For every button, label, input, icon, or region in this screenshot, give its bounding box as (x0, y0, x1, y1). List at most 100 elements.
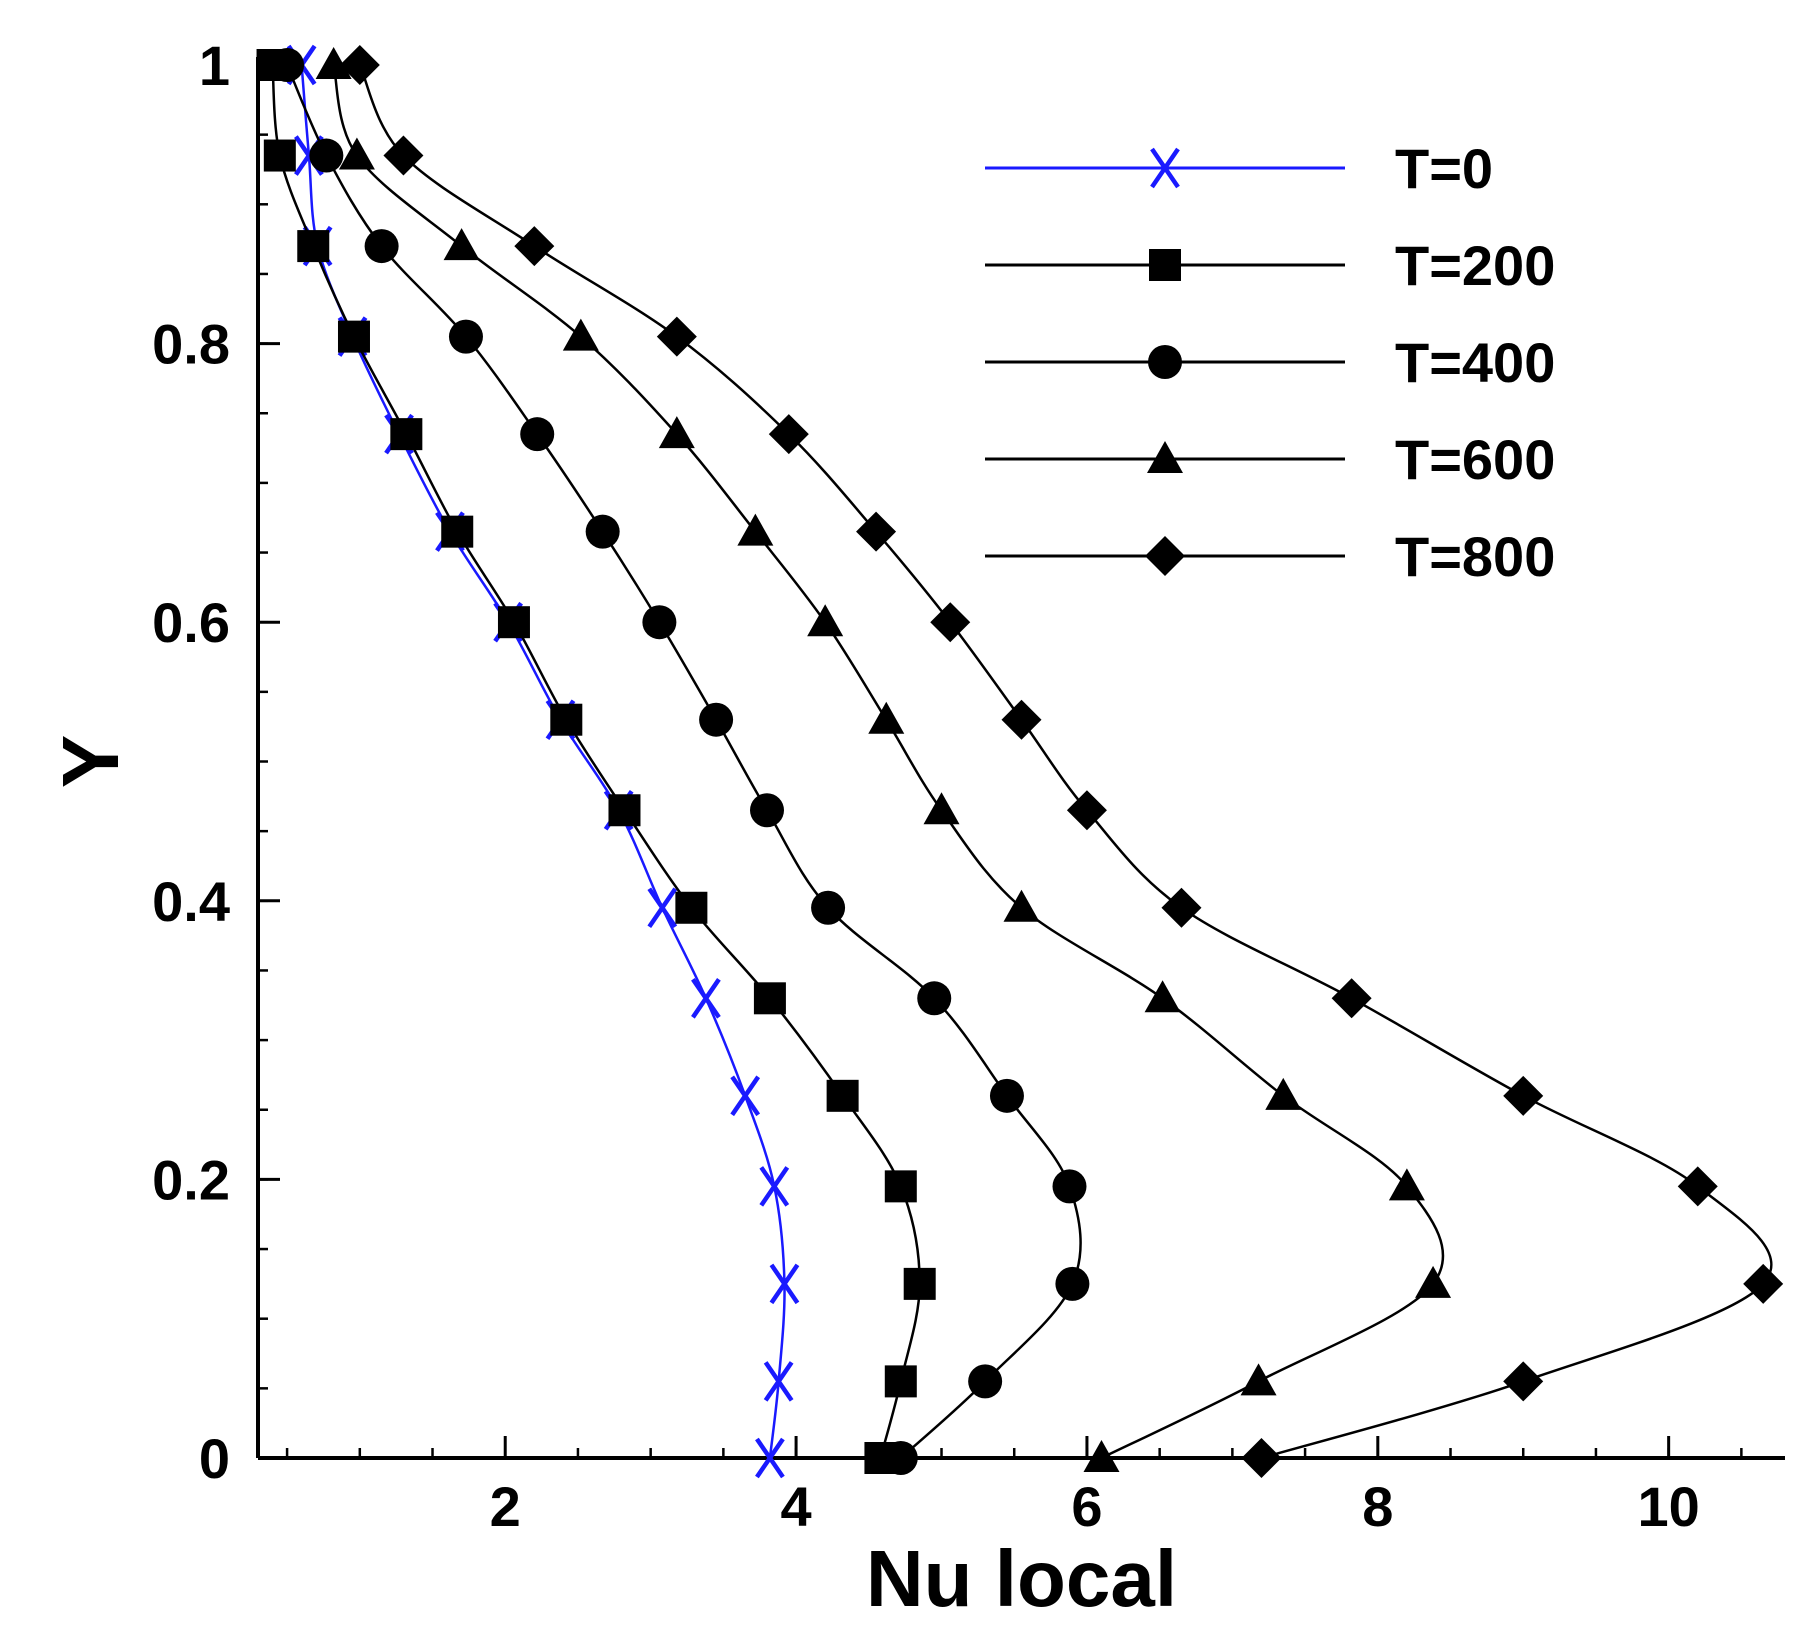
data-point-t-200 (826, 1079, 859, 1112)
data-point-t-800 (656, 316, 697, 357)
data-point-t-600 (1003, 889, 1040, 922)
data-point-t-600 (562, 318, 599, 351)
data-point-t-600 (443, 228, 480, 261)
data-point-t-200 (337, 320, 370, 353)
data-point-t-800 (856, 511, 897, 552)
series-t-400 (270, 48, 1090, 1475)
data-point-t-600 (658, 416, 695, 449)
data-point-t-0 (730, 1075, 761, 1117)
data-point-t-400 (917, 981, 952, 1016)
legend-entry-t-200: T=200 (985, 234, 1555, 297)
data-point-t-600 (1083, 1440, 1120, 1472)
data-point-t-200 (263, 139, 296, 172)
y-axis-title: Y (46, 735, 135, 788)
x-tick-label: 8 (1362, 1475, 1393, 1538)
data-point-t-400 (585, 514, 620, 549)
series-line-t-600 (332, 64, 1445, 1460)
data-point-t-400 (883, 1441, 918, 1475)
legend: T=0 T=200 T=400 T=600 T=800 (985, 137, 1555, 588)
legend-label: T=800 (1395, 525, 1555, 588)
data-point-t-0 (647, 887, 678, 929)
data-point-t-200 (497, 606, 530, 639)
data-point-t-600 (315, 47, 352, 79)
data-point-t-200 (884, 1170, 917, 1203)
data-point-t-600 (868, 701, 905, 734)
data-point-t-800 (1503, 1361, 1544, 1402)
data-point-t-600 (1415, 1265, 1452, 1298)
legend-label: T=0 (1395, 137, 1493, 200)
series-line-t-200 (271, 64, 921, 1459)
series-line-t-800 (358, 64, 1773, 1460)
data-point-t-800 (768, 414, 809, 455)
data-point-t-400 (642, 605, 677, 640)
axes: 2 4 6 8 10 0 0.2 0.4 0.6 0.8 1 (152, 34, 1785, 1538)
legend-entry-t-800: T=800 (985, 525, 1555, 588)
x-axis-title: Nu local (866, 1534, 1177, 1623)
data-point-t-600 (1388, 1168, 1425, 1201)
legend-label: T=200 (1395, 234, 1555, 297)
legend-label: T=400 (1395, 331, 1555, 394)
series-line-t-0 (300, 64, 786, 1459)
data-point-t-0 (759, 1166, 790, 1207)
data-point-t-600 (1144, 980, 1181, 1013)
data-point-t-400 (520, 417, 555, 452)
series-t-200 (256, 49, 936, 1474)
data-point-t-600 (807, 604, 844, 637)
data-point-t-200 (675, 891, 708, 924)
legend-marker (1149, 249, 1181, 281)
y-tick-label: 0.8 (152, 313, 230, 376)
plot-area (256, 44, 1784, 1479)
data-point-t-800 (1503, 1075, 1544, 1116)
x-tick-label: 10 (1638, 1475, 1700, 1538)
data-point-t-200 (297, 230, 330, 263)
y-tick-label: 0 (199, 1427, 230, 1490)
data-point-t-800 (1241, 1438, 1282, 1478)
data-point-t-800 (930, 602, 971, 643)
series-t-600 (315, 47, 1452, 1472)
data-point-t-800 (1331, 978, 1372, 1019)
legend-entry-t-600: T=600 (985, 428, 1555, 491)
data-point-t-0 (755, 1437, 785, 1479)
data-point-t-400 (1055, 1266, 1090, 1301)
y-tick-label: 0.4 (152, 870, 230, 933)
data-point-t-0 (769, 1263, 800, 1305)
data-point-t-400 (364, 229, 399, 264)
data-point-t-800 (1161, 887, 1202, 928)
data-point-t-800 (339, 45, 380, 85)
data-point-t-400 (448, 319, 483, 354)
data-point-t-400 (309, 138, 344, 173)
data-point-t-800 (514, 226, 555, 267)
data-point-t-600 (1240, 1363, 1277, 1396)
data-point-t-400 (811, 890, 846, 925)
legend-marker (1147, 441, 1183, 473)
data-point-t-400 (270, 48, 305, 82)
data-point-t-600 (737, 513, 774, 546)
data-point-t-400 (699, 702, 734, 737)
legend-marker (1150, 147, 1180, 189)
legend-entry-t-0: T=0 (985, 137, 1493, 200)
data-point-t-800 (1066, 790, 1107, 831)
data-point-t-400 (968, 1364, 1003, 1399)
series-t-800 (339, 45, 1784, 1478)
data-point-t-800 (383, 135, 424, 176)
data-point-t-200 (550, 703, 583, 736)
legend-marker (1145, 536, 1185, 576)
data-point-t-200 (903, 1267, 936, 1300)
data-point-t-600 (1265, 1077, 1302, 1110)
y-tick-label: 1 (199, 34, 230, 97)
y-tick-label: 0.6 (152, 591, 230, 654)
series-t-0 (286, 44, 800, 1479)
data-point-t-0 (691, 978, 721, 1019)
data-point-t-200 (441, 515, 474, 548)
series-line-t-400 (285, 64, 1082, 1459)
data-point-t-200 (753, 982, 786, 1015)
legend-entry-t-400: T=400 (985, 331, 1555, 394)
data-point-t-400 (750, 793, 784, 828)
x-tick-label: 4 (781, 1475, 812, 1538)
x-tick-label: 2 (490, 1475, 521, 1538)
data-point-t-0 (763, 1361, 794, 1402)
x-tick-label: 6 (1071, 1475, 1102, 1538)
data-point-t-600 (338, 137, 375, 170)
